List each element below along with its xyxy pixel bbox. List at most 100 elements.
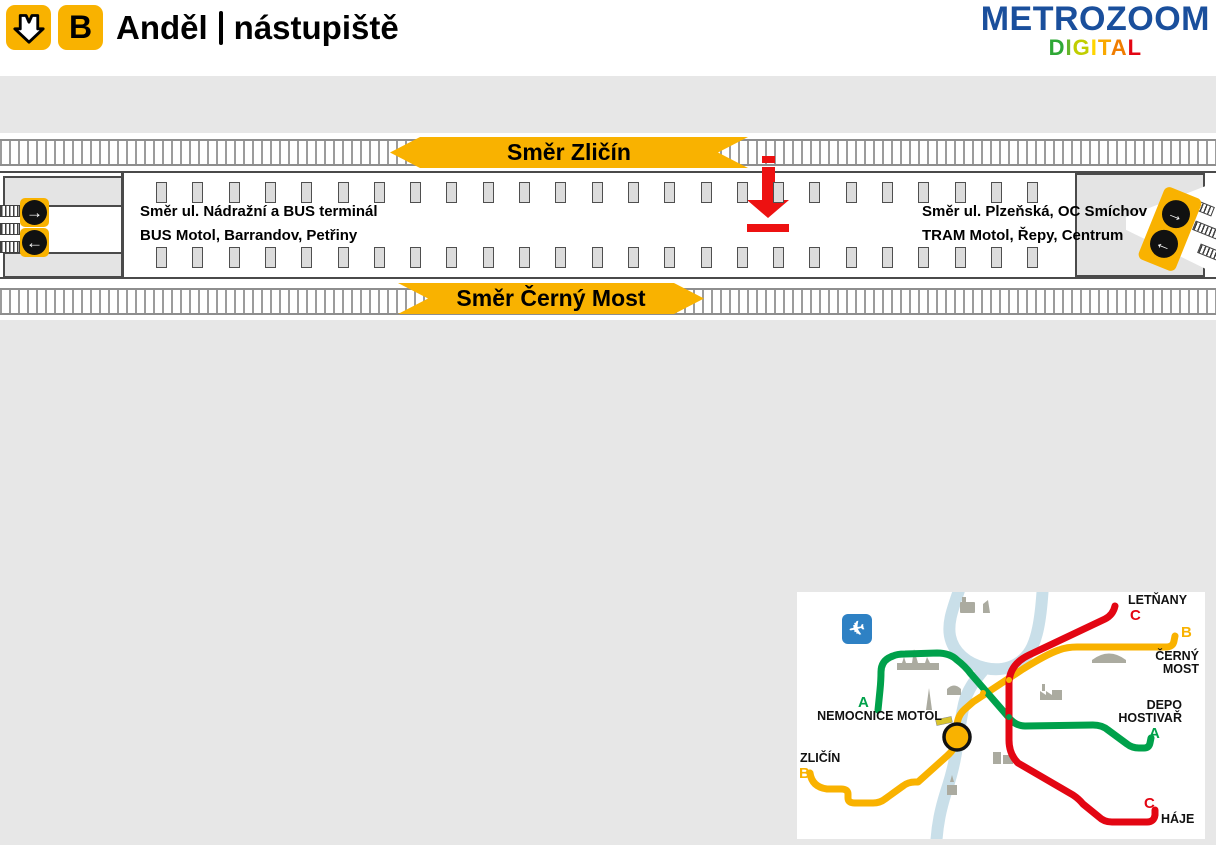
escalator-left-badge: ← — [20, 228, 49, 257]
platform-column — [773, 182, 785, 203]
platform-column — [156, 182, 167, 203]
platform-column — [192, 247, 204, 268]
current-station-marker — [942, 722, 972, 752]
platform-column — [228, 247, 240, 268]
platform-column — [664, 182, 676, 203]
banner-top-label: Směr Zličín — [507, 139, 631, 165]
escalator-hatch-icon — [0, 241, 20, 253]
station-label-letnany: LETŇANY — [1128, 593, 1188, 607]
brand-subtitle-letter: G — [1072, 35, 1091, 60]
airport-icon: ✈ — [842, 614, 872, 644]
transfer-dot-mustek — [980, 690, 986, 696]
platform-edge-bottom — [0, 277, 1216, 279]
platform-column — [736, 182, 748, 203]
platform-column — [845, 247, 857, 268]
platform-column — [736, 247, 748, 268]
brand-subtitle-letter: L — [1127, 35, 1143, 60]
platform-column — [627, 182, 639, 203]
upper-gray-band — [0, 76, 1216, 133]
platform-column — [1027, 247, 1039, 268]
platform-column — [591, 247, 603, 268]
line-letter-c: C — [1130, 607, 1141, 624]
brand-subtitle-letter: A — [1110, 35, 1128, 60]
platform-column — [990, 182, 1002, 203]
escalator-right-badge: → — [20, 198, 49, 227]
platform-column — [337, 247, 349, 268]
direction-banner-cerny-most: Směr Černý Most — [398, 283, 704, 314]
brand-subtitle-letter: I — [1065, 35, 1073, 60]
platform-column — [446, 182, 458, 203]
you-are-here-marker — [747, 156, 789, 232]
exit-left-line1: Směr ul. Nádražní a BUS terminál — [140, 203, 378, 220]
platform-column — [882, 247, 893, 268]
exit-info-left: Směr ul. Nádražní a BUS terminál BUS Mot… — [140, 200, 378, 248]
platform-column — [809, 182, 821, 203]
platform-column — [519, 247, 530, 268]
direction-banner-zlicin: Směr Zličín — [390, 137, 748, 168]
station-label-depo-hostivar: DEPO HOSTIVAŘ — [1118, 698, 1182, 725]
platform-column — [845, 182, 857, 203]
banner-bottom-label: Směr Černý Most — [456, 285, 646, 311]
station-label-nemocnice-motol: NEMOCNICE MOTOL — [817, 709, 942, 723]
metro-line-b — [806, 632, 1179, 807]
line-b-badge: B — [58, 5, 103, 50]
title-subtitle: nástupiště — [233, 8, 399, 46]
platform-column — [555, 247, 567, 268]
station-label-zlicin: ZLIČÍN — [800, 751, 841, 765]
platform-column — [591, 182, 603, 203]
platform-column — [301, 247, 313, 268]
platform-column — [700, 247, 712, 268]
exit-left-line2: BUS Motol, Barrandov, Petřiny — [140, 227, 358, 244]
platform-column — [664, 247, 676, 268]
metro-line-c — [1005, 602, 1159, 826]
platform-column — [918, 247, 930, 268]
brand-subtitle: DIGITAL — [981, 37, 1210, 59]
arrow-left-icon: ← — [1145, 225, 1183, 263]
platform-column — [228, 182, 240, 203]
theatre-landmark-icon — [935, 716, 953, 726]
platform-column — [482, 182, 494, 203]
title-divider — [218, 10, 223, 45]
arrow-right-icon: → — [22, 200, 47, 225]
platform-column — [627, 247, 639, 268]
arrow-right-icon: → — [1157, 195, 1195, 233]
platform-column — [519, 182, 530, 203]
station-label-haje: HÁJE — [1161, 812, 1195, 826]
platform-column — [773, 247, 785, 268]
metro-logo-icon — [6, 5, 51, 50]
station-name: Anděl — [116, 8, 208, 46]
station-label-cerny-most: ČERNÝ MOST — [1155, 649, 1199, 676]
platform-column — [555, 182, 567, 203]
platform-column — [156, 247, 167, 268]
metro-down-arrow-icon — [12, 13, 45, 44]
platform-column — [410, 182, 422, 203]
exit-right-line1: Směr ul. Plzeňská, OC Smíchov — [922, 203, 1148, 220]
escalator-hatch-icon — [0, 205, 20, 217]
platform-column — [301, 182, 313, 203]
exit-info-right: Směr ul. Plzeňská, OC Smíchov TRAM Motol… — [922, 200, 1147, 248]
platform-column — [918, 182, 930, 203]
platform-column — [410, 247, 422, 268]
line-letter-a: A — [858, 694, 869, 711]
river-vltava — [930, 578, 1049, 845]
brand-subtitle-letter: T — [1097, 35, 1111, 60]
brand-subtitle-letter: D — [1048, 35, 1066, 60]
platform-column — [264, 182, 276, 203]
platform-column — [373, 247, 385, 268]
metro-network-map: ✈ LETŇANY C B ČERNÝ MOST DEPO HOSTIVAŘ A… — [797, 578, 1205, 845]
brand-name: METROZOOM — [980, 0, 1210, 38]
platform-wall-left — [121, 173, 124, 277]
escalator-hatch-icon — [0, 223, 20, 235]
platform-column — [954, 182, 966, 203]
metro-map-graphic — [806, 578, 1179, 845]
exit-right-line2: TRAM Motol, Řepy, Centrum — [922, 227, 1124, 244]
platform-column — [192, 182, 204, 203]
platform-column — [373, 182, 385, 203]
page-title: Anděl nástupiště — [116, 5, 399, 50]
line-letter-c: C — [1144, 795, 1155, 812]
line-letter-b: B — [799, 765, 810, 782]
platform-column — [809, 247, 821, 268]
arrow-left-icon: ← — [22, 230, 47, 255]
transfer-dot-florenc — [1006, 677, 1012, 683]
